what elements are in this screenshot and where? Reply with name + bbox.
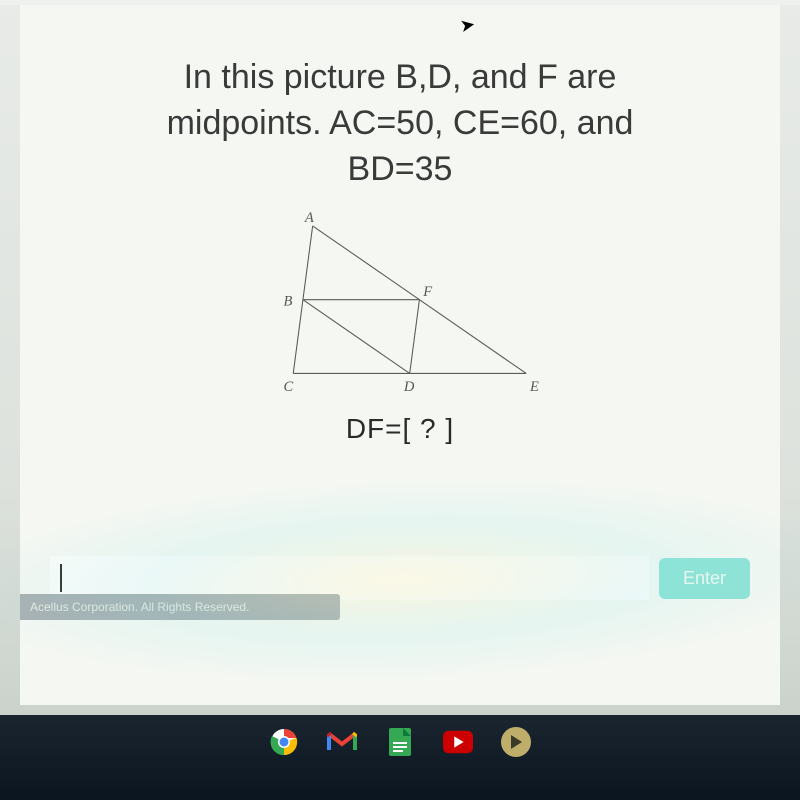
taskbar [0,715,800,800]
text-caret [60,564,62,592]
svg-text:D: D [403,379,415,395]
enter-button[interactable]: Enter [659,558,750,599]
problem-card: ➤ In this picture B,D, and F are midpoin… [20,5,780,705]
svg-text:F: F [422,283,432,299]
svg-text:B: B [284,293,293,309]
svg-text:A: A [304,210,314,226]
youtube-icon[interactable] [443,727,473,757]
svg-text:C: C [284,379,294,395]
gmail-icon[interactable] [327,727,357,757]
problem-line-1: In this picture B,D, and F are [184,58,617,96]
play-icon[interactable] [501,727,531,757]
mouse-cursor-icon: ➤ [458,14,477,37]
copyright-footer: Acellus Corporation. All Rights Reserved… [20,594,340,620]
triangle-diagram: A C E B D F [235,208,565,403]
problem-statement: In this picture B,D, and F are midpoints… [80,55,720,193]
svg-text:E: E [529,379,539,395]
problem-line-3: BD=35 [348,150,453,188]
docs-icon[interactable] [385,727,415,757]
problem-line-2: midpoints. AC=50, CE=60, and [167,104,634,142]
chrome-icon[interactable] [269,727,299,757]
diagram-container: A C E B D F [20,208,780,403]
answer-prompt: DF=[ ? ] [20,413,780,445]
screen: ➤ In this picture B,D, and F are midpoin… [0,0,800,800]
